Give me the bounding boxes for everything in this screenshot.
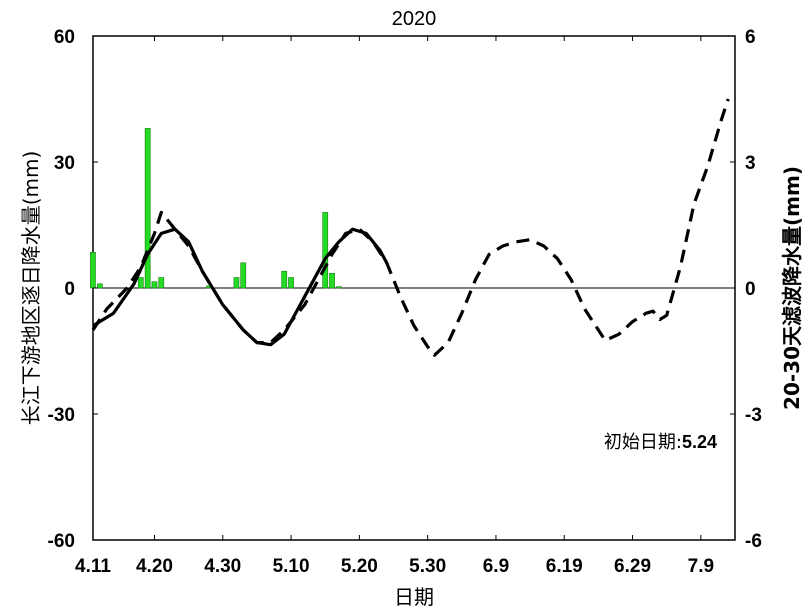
x-tick-label-9: 7.9: [688, 556, 714, 577]
precip-bar-3: [144, 128, 151, 289]
x-tick-label-4: 5.20: [341, 556, 378, 577]
precip-bar-8: [240, 262, 247, 289]
y-right-axis-label: 20-30天滤波降水量(mm): [780, 166, 804, 410]
y-left-axis-ticks: -60 -30 0 30 60: [48, 27, 98, 552]
initial-date-annotation: 初始日期:5.24: [604, 432, 717, 453]
precip-bar-0: [90, 252, 96, 289]
y-left-axis-label: 长江下游地区逐日降水量(mm): [19, 151, 43, 426]
y-left-tick-label-2: 0: [64, 279, 75, 300]
precip-bar-12: [329, 272, 335, 289]
precip-bar-13: [335, 286, 342, 289]
x-tick-label-2: 4.30: [204, 556, 241, 577]
dashed-line: [91, 98, 730, 357]
x-tick-label-3: 5.10: [273, 556, 310, 577]
x-axis-ticks: 4.11 4.20 4.30 5.10 5.20 5.30 6.9 6.19 6.29 7.9: [75, 36, 714, 577]
precip-bar-11: [322, 212, 329, 289]
x-tick-label-6: 6.9: [483, 556, 509, 577]
y-right-tick-label-2: 0: [745, 279, 756, 300]
y-right-axis-ticks: -6 -3 0 3 6: [730, 27, 762, 552]
y-left-tick-label-4: 60: [54, 27, 75, 48]
x-tick-label-0: 4.11: [75, 556, 111, 577]
x-tick-label-7: 6.19: [546, 556, 583, 577]
x-tick-label-1: 4.20: [136, 556, 173, 577]
y-right-tick-label-1: -3: [745, 405, 762, 426]
precip-bar-7: [233, 277, 240, 289]
y-right-tick-label-3: 3: [745, 153, 756, 174]
precip-bar-4: [151, 281, 158, 289]
precip-bar-10: [288, 277, 294, 289]
precip-bar-1: [97, 283, 103, 289]
x-tick-label-5: 5.30: [409, 556, 446, 577]
chart-title: 2020: [392, 8, 437, 30]
x-tick-label-8: 6.29: [614, 556, 651, 577]
y-left-tick-label-1: -30: [48, 405, 75, 426]
precip-bar-5: [158, 277, 165, 289]
y-right-tick-label-4: 6: [745, 27, 756, 48]
y-right-tick-label-0: -6: [745, 531, 762, 552]
initial-date-value: 5.24: [682, 432, 717, 452]
x-axis-label: 日期: [394, 585, 434, 609]
y-left-tick-label-0: -60: [48, 531, 75, 552]
initial-date-label: 初始日期:: [604, 432, 682, 453]
precip-bar-9: [281, 270, 288, 289]
daily-precip-bars: [90, 128, 342, 289]
precip-bar-2: [137, 277, 144, 289]
filtered-lines: [91, 98, 730, 357]
y-left-tick-label-3: 30: [54, 153, 75, 174]
